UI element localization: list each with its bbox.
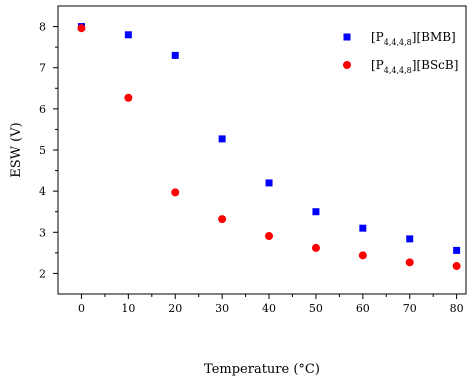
legend-item-1: [P4,4,4,8][BMB] bbox=[343, 30, 456, 47]
data-point-square bbox=[312, 208, 320, 216]
x-axis: 0 10 20 30 40 50 60 70 80 bbox=[78, 294, 464, 315]
data-point-circle bbox=[124, 93, 133, 102]
legend-marker-square bbox=[343, 33, 351, 41]
series-1 bbox=[77, 23, 461, 254]
x-tick-label: 20 bbox=[168, 302, 182, 315]
y-tick-label: 8 bbox=[39, 21, 46, 34]
data-point-square bbox=[124, 31, 132, 39]
y-tick-label: 3 bbox=[39, 226, 46, 239]
data-point-circle bbox=[77, 24, 86, 33]
data-point-square bbox=[453, 246, 461, 254]
legend-label: [P4,4,4,8][BMB] bbox=[371, 30, 456, 47]
data-point-circle bbox=[405, 258, 414, 267]
x-tick-label: 60 bbox=[356, 302, 370, 315]
data-point-square bbox=[359, 224, 367, 232]
x-tick-label: 40 bbox=[262, 302, 276, 315]
x-tick-label: 70 bbox=[403, 302, 417, 315]
y-tick-label: 5 bbox=[39, 144, 46, 157]
data-point-circle bbox=[265, 231, 274, 240]
data-point-circle bbox=[452, 262, 461, 271]
data-point-circle bbox=[171, 188, 180, 197]
plot-frame bbox=[57, 5, 467, 295]
data-point-square bbox=[406, 235, 414, 243]
y-axis-label: ESW (V) bbox=[9, 122, 24, 177]
legend-marker-circle bbox=[343, 61, 351, 69]
legend-item-2: [P4,4,4,8][BScB] bbox=[343, 58, 458, 75]
data-point-square bbox=[171, 51, 179, 59]
plot-border bbox=[57, 5, 467, 295]
y-tick-label: 2 bbox=[39, 267, 46, 280]
legend-label: [P4,4,4,8][BScB] bbox=[371, 58, 458, 75]
data-point-circle bbox=[218, 215, 227, 224]
x-tick-label: 30 bbox=[215, 302, 229, 315]
x-axis-label: Temperature (°C) bbox=[204, 362, 320, 377]
x-tick-label: 10 bbox=[121, 302, 135, 315]
legend: [P4,4,4,8][BMB] [P4,4,4,8][BScB] bbox=[343, 30, 458, 75]
data-point-circle bbox=[358, 251, 367, 260]
y-axis: 2 3 4 5 6 7 8 bbox=[39, 21, 58, 280]
data-point-square bbox=[265, 179, 273, 187]
data-point-circle bbox=[311, 243, 320, 252]
y-tick-label: 4 bbox=[39, 185, 46, 198]
x-tick-label: 50 bbox=[309, 302, 323, 315]
y-tick-label: 6 bbox=[39, 103, 46, 116]
series-layer bbox=[77, 23, 461, 271]
x-tick-label: 0 bbox=[78, 302, 85, 315]
y-tick-label: 7 bbox=[39, 62, 46, 75]
data-point-square bbox=[218, 135, 226, 143]
series-2 bbox=[77, 24, 461, 271]
x-tick-label: 80 bbox=[450, 302, 464, 315]
